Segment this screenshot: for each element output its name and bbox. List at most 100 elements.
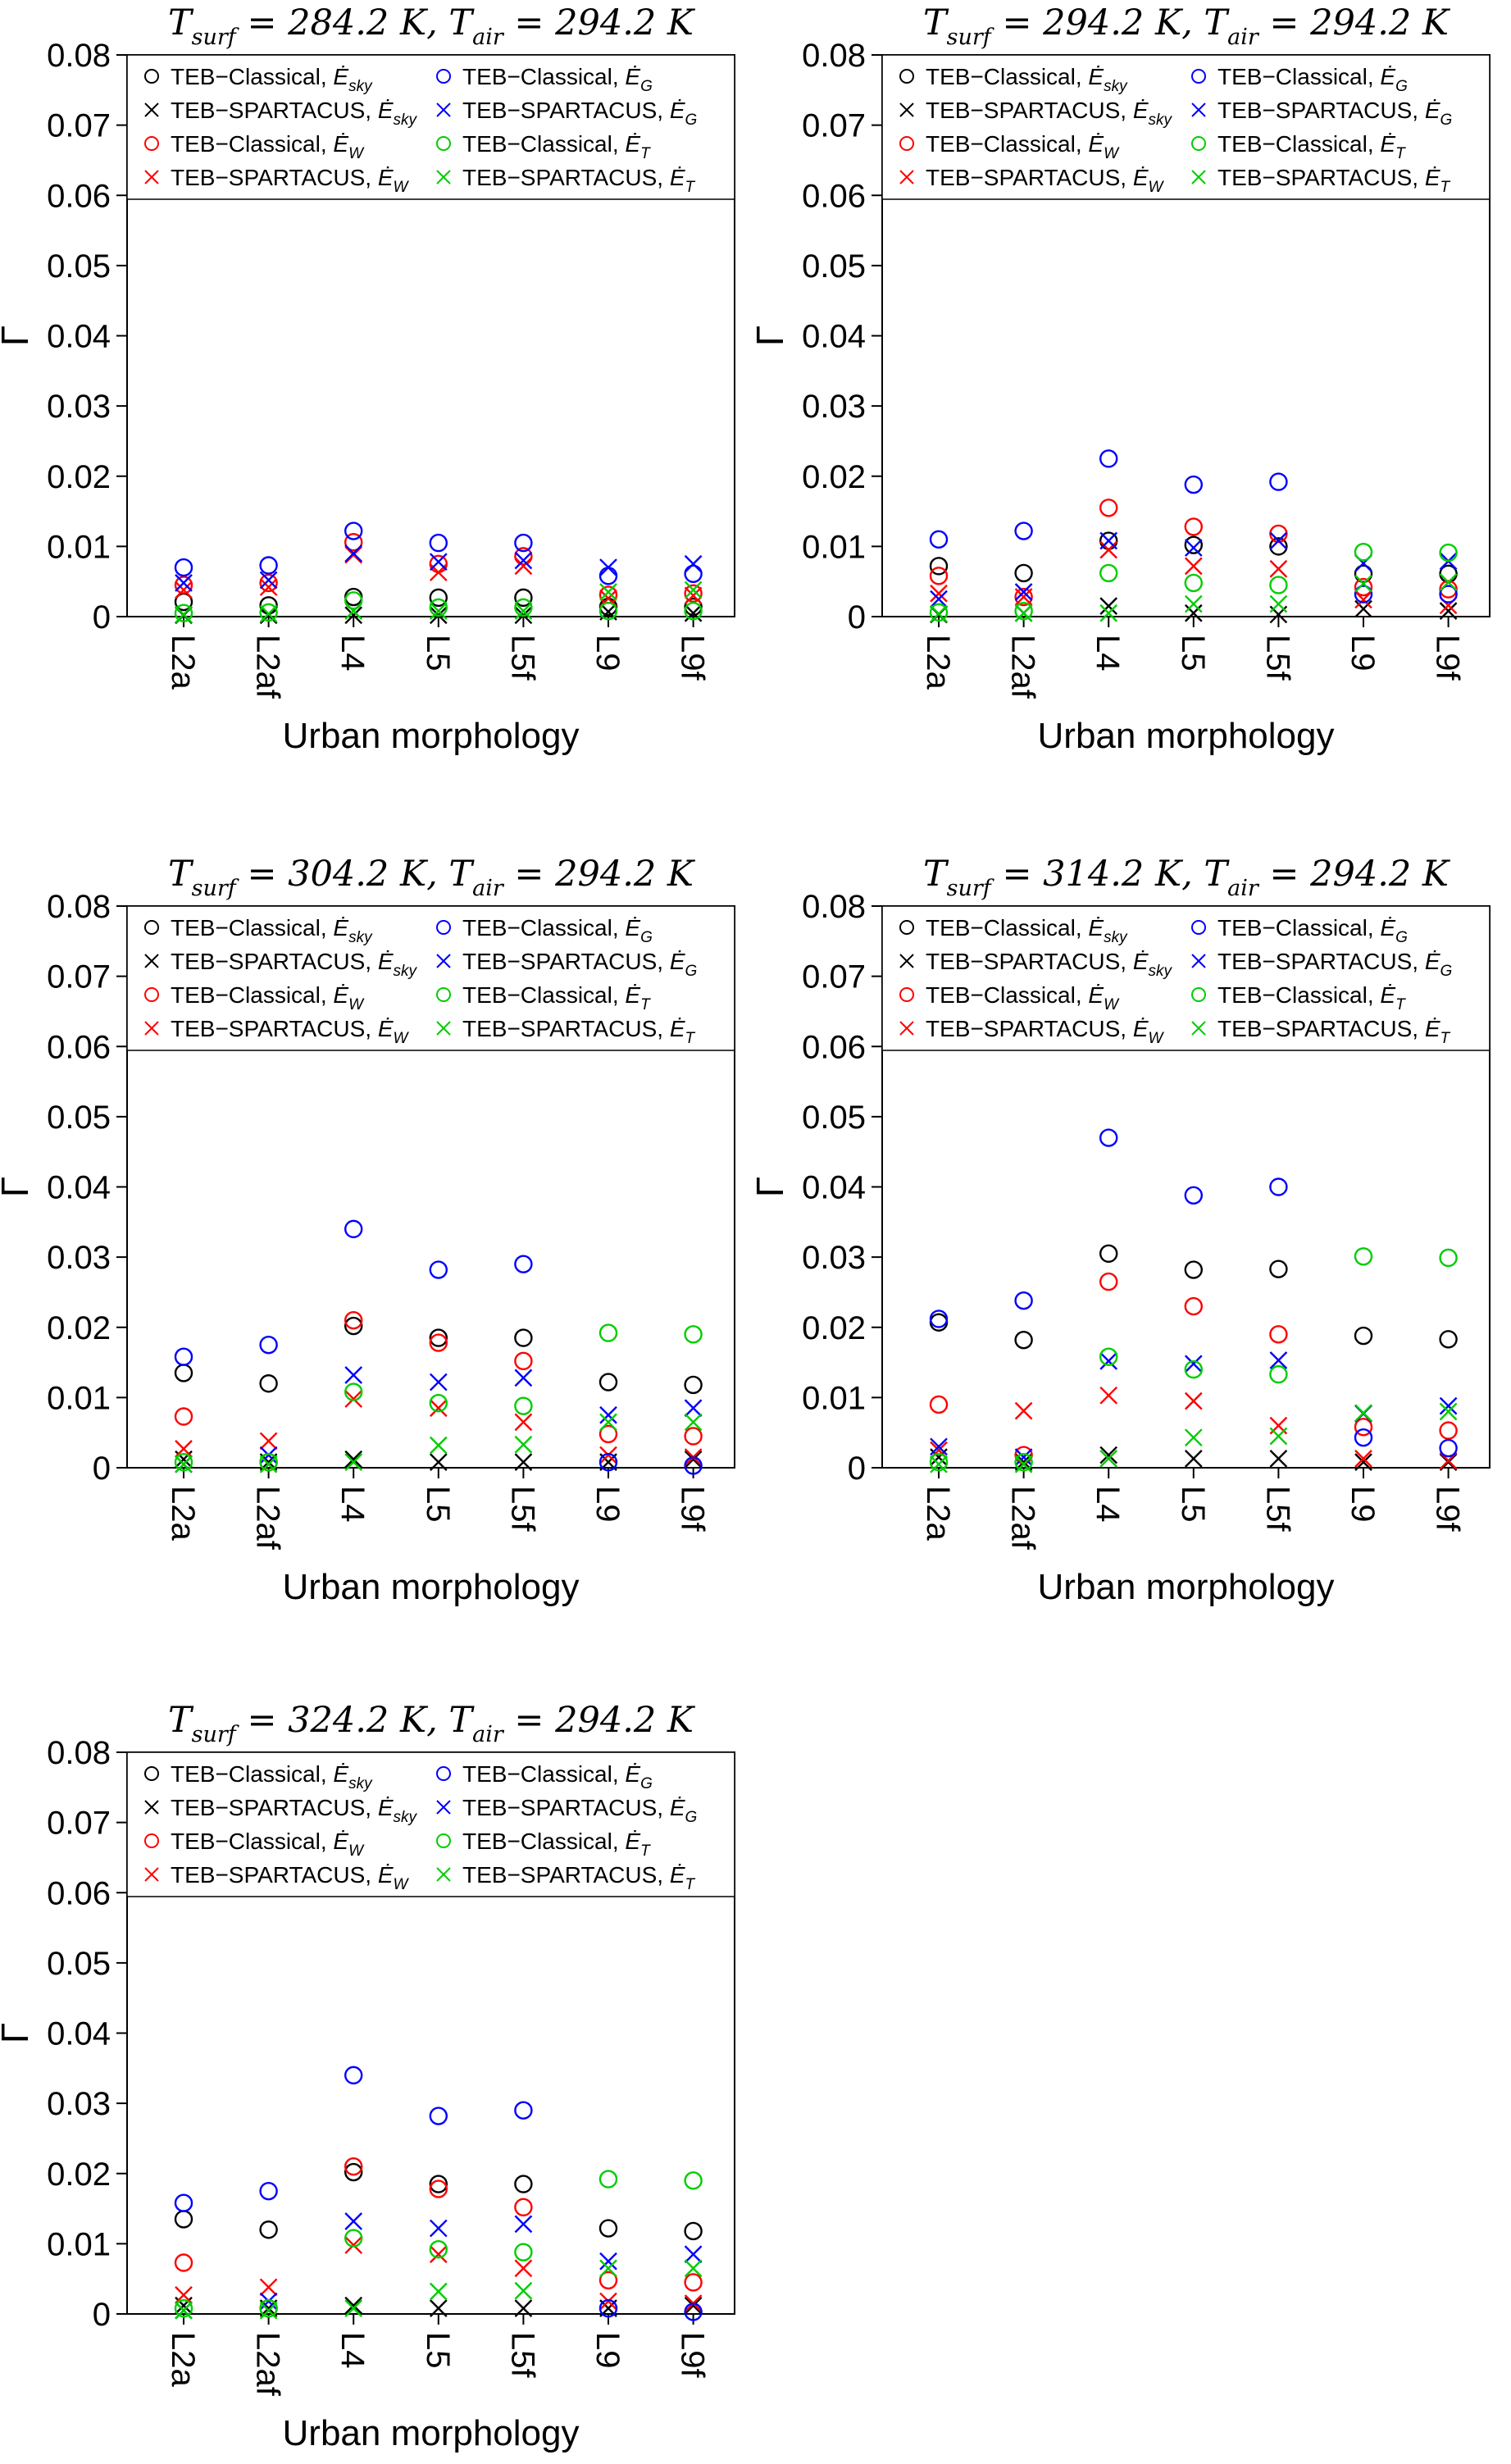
legend-label: TEB−Classical, Ėsky: [171, 1761, 373, 1792]
series-G-cross: [175, 544, 703, 592]
series-T-circle: [929, 543, 1458, 622]
data-point: [599, 1405, 617, 1424]
data-point: [598, 1452, 618, 1472]
data-point: [684, 2296, 703, 2315]
plot-title: Tsurf = 304.2 K, Tair = 294.2 K: [168, 854, 696, 901]
data-point: [344, 2299, 363, 2317]
legend-marker-T-cross: [1191, 170, 1206, 184]
data-point: [514, 2281, 533, 2300]
data-point: [1099, 1347, 1118, 1366]
data-point: [175, 1440, 193, 1458]
y-tick-label: 0: [93, 1451, 111, 1487]
data-point: [1439, 1438, 1458, 1458]
legend-label: TEB−Classical, ĖW: [171, 1829, 365, 1860]
legend-label: TEB−Classical, ĖT: [462, 1829, 651, 1860]
series-G-cross: [930, 1351, 1458, 1467]
data-point: [429, 1333, 448, 1352]
data-point: [1354, 1326, 1373, 1346]
data-point: [1184, 1450, 1203, 1468]
legend-label: TEB−Classical, ĖG: [462, 64, 653, 95]
legend-marker-W-circle: [899, 987, 914, 1002]
data-point: [1184, 535, 1203, 554]
x-tick-label: L2af: [1005, 1486, 1041, 1551]
legend-label: TEB−SPARTACUS, Ėsky: [926, 949, 1173, 980]
y-tick-label: 0.03: [802, 1240, 866, 1276]
data-point: [684, 1375, 703, 1395]
data-point: [1269, 559, 1288, 578]
data-point: [1184, 1355, 1203, 1373]
data-point: [514, 1435, 533, 1454]
x-axis-label: Urban morphology: [1038, 716, 1335, 756]
y-tick-label: 0.04: [47, 1170, 111, 1206]
legend-label: TEB−SPARTACUS, ĖG: [462, 98, 697, 129]
data-point: [930, 584, 948, 603]
x-tick-label: L9f: [675, 1486, 711, 1532]
legend-marker-sky-cross: [144, 102, 159, 117]
series-T-circle: [174, 1323, 703, 1472]
data-point: [1269, 1450, 1288, 1468]
series-T-cross: [930, 573, 1458, 623]
data-point: [684, 554, 703, 573]
data-point: [1269, 1364, 1288, 1384]
y-tick-label: 0: [93, 599, 111, 635]
data-point: [684, 2171, 703, 2190]
data-point: [514, 2101, 533, 2120]
plot-title: Tsurf = 314.2 K, Tair = 294.2 K: [923, 854, 1451, 901]
data-point: [514, 533, 533, 553]
data-point: [1269, 1177, 1288, 1196]
y-tick-label: 0.02: [802, 459, 866, 495]
data-point: [344, 1366, 363, 1384]
x-tick-label: L9f: [675, 2332, 711, 2378]
data-point: [1439, 1248, 1458, 1268]
x-tick-label: L9: [1345, 1486, 1381, 1523]
data-point: [1439, 602, 1458, 620]
x-tick-label: L2a: [165, 635, 201, 690]
y-tick-label: 0.06: [47, 1029, 111, 1065]
data-point: [1269, 1259, 1288, 1278]
data-point: [1184, 1186, 1203, 1205]
x-tick-label: L5f: [504, 635, 540, 681]
x-tick-label: L2a: [920, 1486, 956, 1541]
x-tick-label: L4: [335, 2332, 371, 2369]
data-point: [174, 603, 193, 622]
series-W-circle: [174, 533, 703, 604]
data-point: [1014, 1401, 1033, 1420]
legend-box: [126, 1751, 735, 1897]
legend-marker-T-circle: [436, 136, 451, 151]
legend-box: [881, 905, 1491, 1051]
data-point: [930, 1455, 948, 1473]
legend-label: TEB−Classical, ĖG: [462, 1761, 653, 1792]
x-tick-label: L2af: [1005, 635, 1041, 699]
y-tick-label: 0.07: [47, 108, 111, 144]
y-tick-label: 0.06: [47, 1875, 111, 1911]
legend-marker-W-cross: [144, 170, 159, 184]
chart-svg-2: Tsurf = 294.2 K, Tair = 294.2 K 0 0.01 0.02…: [749, 2, 1491, 756]
legend-marker-G-circle: [436, 1766, 451, 1781]
y-tick-label: 0.06: [47, 178, 111, 214]
data-point: [1014, 1330, 1033, 1350]
data-point: [684, 564, 703, 583]
plot-title: Tsurf = 294.2 K, Tair = 294.2 K: [923, 2, 1451, 50]
legend-label: TEB−Classical, Ėsky: [171, 64, 373, 95]
plot-title: Tsurf = 284.2 K, Tair = 294.2 K: [168, 2, 696, 50]
data-point: [259, 573, 278, 593]
data-point: [1354, 1428, 1373, 1447]
data-point: [1184, 1391, 1203, 1410]
data-point: [684, 2221, 703, 2241]
data-point: [1354, 599, 1372, 618]
y-tick-label: 0.07: [802, 959, 866, 995]
series-T-cross: [175, 2259, 703, 2320]
data-point: [344, 1310, 363, 1330]
data-point: [344, 606, 363, 625]
data-point: [1184, 475, 1203, 494]
data-point: [514, 2175, 533, 2193]
data-point: [684, 584, 703, 603]
legend-marker-G-cross: [1191, 102, 1206, 117]
chart-panel-2: Tsurf = 294.2 K, Tair = 294.2 K 0 0.01 0.02…: [749, 0, 1510, 767]
data-point: [174, 2210, 193, 2229]
legend-label: TEB−Classical, ĖG: [462, 915, 653, 946]
legend-label: TEB−SPARTACUS, Ėsky: [926, 98, 1173, 129]
y-tick-label: 0.08: [47, 889, 111, 925]
x-axis-label: Urban morphology: [1038, 1567, 1335, 1607]
data-point: [684, 597, 703, 617]
